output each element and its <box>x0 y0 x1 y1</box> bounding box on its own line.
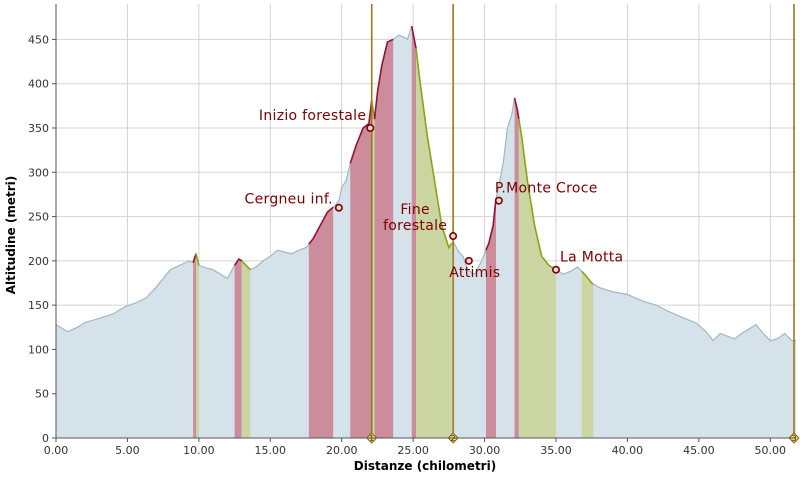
x-tick-label: 50.00 <box>755 444 787 457</box>
waypoint-marker <box>551 265 560 274</box>
y-tick-label: 300 <box>28 166 49 179</box>
x-tick-label: 45.00 <box>683 444 715 457</box>
climb-segment-line <box>485 198 497 251</box>
climb-segment <box>193 253 196 438</box>
climb-segment-line <box>513 97 520 120</box>
x-tick-label: 40.00 <box>612 444 644 457</box>
descent-segment <box>581 271 594 438</box>
descent-segment <box>518 119 556 439</box>
climb-segment <box>374 39 394 439</box>
y-tick-label: 450 <box>28 33 49 46</box>
axes <box>55 4 796 439</box>
descent-segment <box>416 48 452 439</box>
tick-labels: 0.00 5.00 10.00 15.00 20.00 25.00 30.00 35.00 40… <box>28 33 786 457</box>
waypoint-marker <box>494 196 503 205</box>
climb-segment <box>234 259 242 438</box>
y-tick-label: 150 <box>28 299 49 312</box>
y-axis-title: Altitudine (metri) <box>4 176 18 294</box>
climb-segment <box>308 207 334 438</box>
descent-segment <box>241 260 251 438</box>
descent-segment-line <box>195 253 200 266</box>
climb-segment <box>411 26 416 439</box>
x-tick-label: 10.00 <box>183 444 215 457</box>
waypoints: Inizio forestale Cergneu inf. Fine forestal… <box>245 108 624 281</box>
descent-segment <box>196 253 199 438</box>
slope-segments <box>193 26 594 439</box>
waypoint-marker <box>366 124 375 133</box>
waypoint-label: La Motta <box>560 250 623 266</box>
climb-segment <box>486 198 496 438</box>
waypoint-marker <box>449 232 458 241</box>
y-tick-label: 50 <box>35 388 49 401</box>
waypoint-label: Cergneu inf. <box>245 192 333 208</box>
y-tick-label: 200 <box>28 255 49 268</box>
descent-segment-line <box>241 260 251 271</box>
y-tick-label: 350 <box>28 122 49 135</box>
climb-segment-line <box>410 25 417 49</box>
descent-segment-line <box>518 119 557 271</box>
y-tick-label: 0 <box>42 432 49 445</box>
x-tick-label: 25.00 <box>397 444 429 457</box>
climb-segment <box>514 97 519 438</box>
climb-segment <box>350 100 372 439</box>
y-tick-label: 400 <box>28 78 49 91</box>
x-tick-label: 30.00 <box>469 444 501 457</box>
waypoint-label: Attimis <box>449 265 500 281</box>
climb-segment-line <box>349 100 373 164</box>
x-tick-label: 15.00 <box>255 444 287 457</box>
y-tick-label: 250 <box>28 211 49 224</box>
x-axis-title: Distanze (chilometri) <box>354 459 496 473</box>
y-tick-label: 100 <box>28 343 49 356</box>
climb-segment-line <box>373 38 394 120</box>
x-tick-label: 35.00 <box>540 444 572 457</box>
waypoint-label: Inizio forestale <box>259 108 366 124</box>
waypoint-label: P.Monte Croce <box>495 181 598 197</box>
profile-line <box>55 25 796 342</box>
climb-segment-line <box>308 206 334 245</box>
waypoint-label: Fine forestale <box>383 202 447 234</box>
climb-segment-line <box>192 253 197 263</box>
climb-segment-line <box>233 258 243 266</box>
waypoint-marker <box>334 203 343 212</box>
descent-segment-line <box>581 270 594 285</box>
x-tick-label: 0.00 <box>44 444 69 457</box>
x-tick-label: 20.00 <box>326 444 358 457</box>
x-tick-label: 5.00 <box>115 444 140 457</box>
waypoint-marker <box>464 256 473 265</box>
descent-segment-line <box>415 48 453 250</box>
